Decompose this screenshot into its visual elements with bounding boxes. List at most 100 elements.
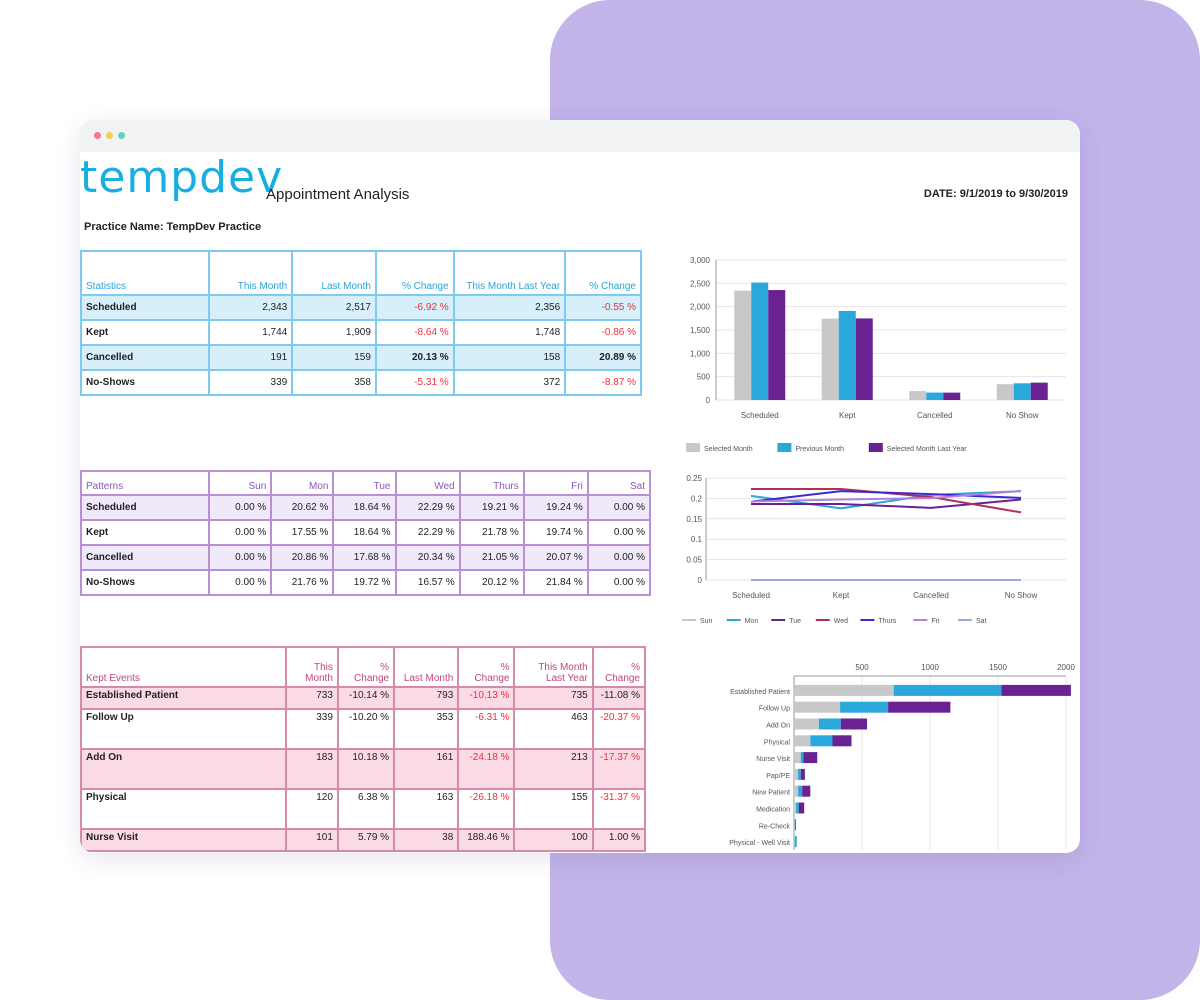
table-cell: 21.78 % [459, 520, 525, 546]
table-cell: -24.18 % [458, 749, 516, 790]
x-tick-label: 2000 [1057, 663, 1075, 672]
bar-segment [798, 768, 801, 780]
bar [855, 318, 873, 400]
table-cell: -5.31 % [375, 370, 455, 396]
bar-segment [794, 735, 811, 747]
y-tick-label: Medication [756, 807, 790, 814]
table-cell: 19.21 % [459, 495, 525, 521]
column-header: Last Month [292, 251, 377, 296]
maximize-window-icon[interactable] [118, 132, 125, 139]
events-header-row: Kept Events This Month % Change Last Mon… [81, 647, 647, 688]
x-tick-label: Cancelled [913, 591, 949, 600]
table-cell: 191 [208, 345, 294, 371]
bar-segment [818, 718, 841, 730]
column-header: % Change [592, 647, 647, 688]
bar [1030, 382, 1048, 400]
table-cell: 0.00 % [587, 545, 652, 571]
table-cell: 213 [514, 749, 594, 790]
legend-label: Sun [700, 618, 713, 625]
column-header: Mon [271, 471, 335, 496]
table-cell: 188.46 % [458, 829, 516, 852]
legend-label: Previous Month [795, 446, 844, 453]
table-cell: 0.00 % [587, 520, 652, 546]
x-tick-label: Scheduled [741, 411, 779, 420]
column-header: Sun [209, 471, 273, 496]
bar-segment [800, 768, 805, 780]
table-cell: 5.79 % [337, 829, 396, 852]
y-tick-label: Re-Check [759, 823, 791, 830]
practice-name: Practice Name: TempDev Practice [84, 221, 262, 233]
x-tick-label: No Show [1005, 591, 1038, 600]
column-header: This Month Last Year [453, 251, 567, 296]
table-cell: -8.87 % [565, 370, 642, 396]
row-label: Cancelled [81, 545, 211, 571]
x-tick-label: Kept [833, 591, 850, 600]
bar-segment [1001, 684, 1071, 696]
table-row: Physical 120 6.38 % 163 -26.18 % 155 -31… [81, 789, 647, 830]
table-row: Follow Up 339 -10.20 % 353 -6.31 % 463 -… [81, 709, 647, 750]
legend-label: Mon [745, 618, 759, 625]
table-cell: 0.00 % [209, 545, 273, 571]
bar [926, 392, 944, 400]
series-line [750, 490, 1022, 510]
bar-segment [798, 802, 805, 814]
row-label: Kept [81, 520, 211, 546]
table-cell: 2,517 [292, 295, 377, 321]
table-cell: 158 [453, 345, 567, 371]
table-row: Cancelled 0.00 % 20.86 % 17.68 % 20.34 %… [81, 545, 652, 571]
y-tick-label: 2,000 [690, 303, 711, 312]
table-cell: 17.55 % [271, 520, 335, 546]
table-row: Scheduled 2,343 2,517 -6.92 % 2,356 -0.5… [81, 295, 642, 321]
minimize-window-icon[interactable] [106, 132, 113, 139]
bar-segment [794, 701, 841, 713]
bar-segment [795, 819, 797, 831]
table-cell: 159 [292, 345, 377, 371]
y-tick-label: 0.1 [691, 535, 703, 544]
table-cell: 463 [514, 709, 594, 750]
table-cell: 20.12 % [459, 570, 525, 596]
table-cell: 20.07 % [523, 545, 589, 571]
row-label: Physical [81, 789, 287, 830]
table-cell: 20.86 % [271, 545, 335, 571]
close-window-icon[interactable] [94, 132, 101, 139]
table-cell: 20.13 % [375, 345, 455, 371]
y-tick-label: Follow Up [759, 706, 790, 713]
company-logo: tempdev [80, 152, 284, 203]
series-line [750, 489, 1022, 503]
bar [838, 310, 856, 400]
column-header: Wed [395, 471, 461, 496]
table-cell: 20.34 % [395, 545, 461, 571]
legend-swatch [868, 443, 883, 452]
bar-segment [840, 718, 868, 730]
y-tick-label: Physical - Well Visit [729, 840, 790, 847]
table-cell: 18.64 % [333, 495, 397, 521]
table-cell: 19.72 % [333, 570, 397, 596]
y-tick-label: New Patient [752, 790, 790, 797]
table-cell: 100 [514, 829, 594, 852]
table-cell: 21.05 % [459, 545, 525, 571]
table-cell: 18.64 % [333, 520, 397, 546]
y-tick-label: 0.2 [691, 494, 703, 503]
appointments-bar-chart: 3,000 2,500 2,000 1,500 1,000 500 0 Scheduled Ke… [686, 256, 1066, 453]
table-cell: 1,909 [292, 320, 377, 346]
table-cell: 22.29 % [395, 520, 461, 546]
table-cell: 22.29 % [395, 495, 461, 521]
y-tick-label: 0.25 [686, 474, 702, 483]
table-cell: -31.37 % [592, 789, 647, 830]
column-header: This Month Last Year [514, 647, 594, 688]
table-cell: -10.20 % [337, 709, 396, 750]
x-tick-label: 1000 [921, 663, 939, 672]
x-tick-label: No Show [1006, 411, 1039, 420]
bar-segment [794, 752, 801, 764]
table-cell: 353 [394, 709, 460, 750]
bar-segment [794, 836, 795, 848]
statistics-header-row: Statistics This Month Last Month % Chang… [81, 251, 642, 296]
statistics-table: Statistics This Month Last Month % Chang… [80, 250, 642, 396]
table-cell: 183 [285, 749, 339, 790]
column-header: Sat [587, 471, 652, 496]
y-tick-label: Established Patient [730, 689, 790, 696]
y-tick-label: Pap/PE [766, 773, 790, 780]
x-tick-label: Kept [839, 411, 856, 420]
column-header: % Change [565, 251, 642, 296]
table-cell: 21.84 % [523, 570, 589, 596]
